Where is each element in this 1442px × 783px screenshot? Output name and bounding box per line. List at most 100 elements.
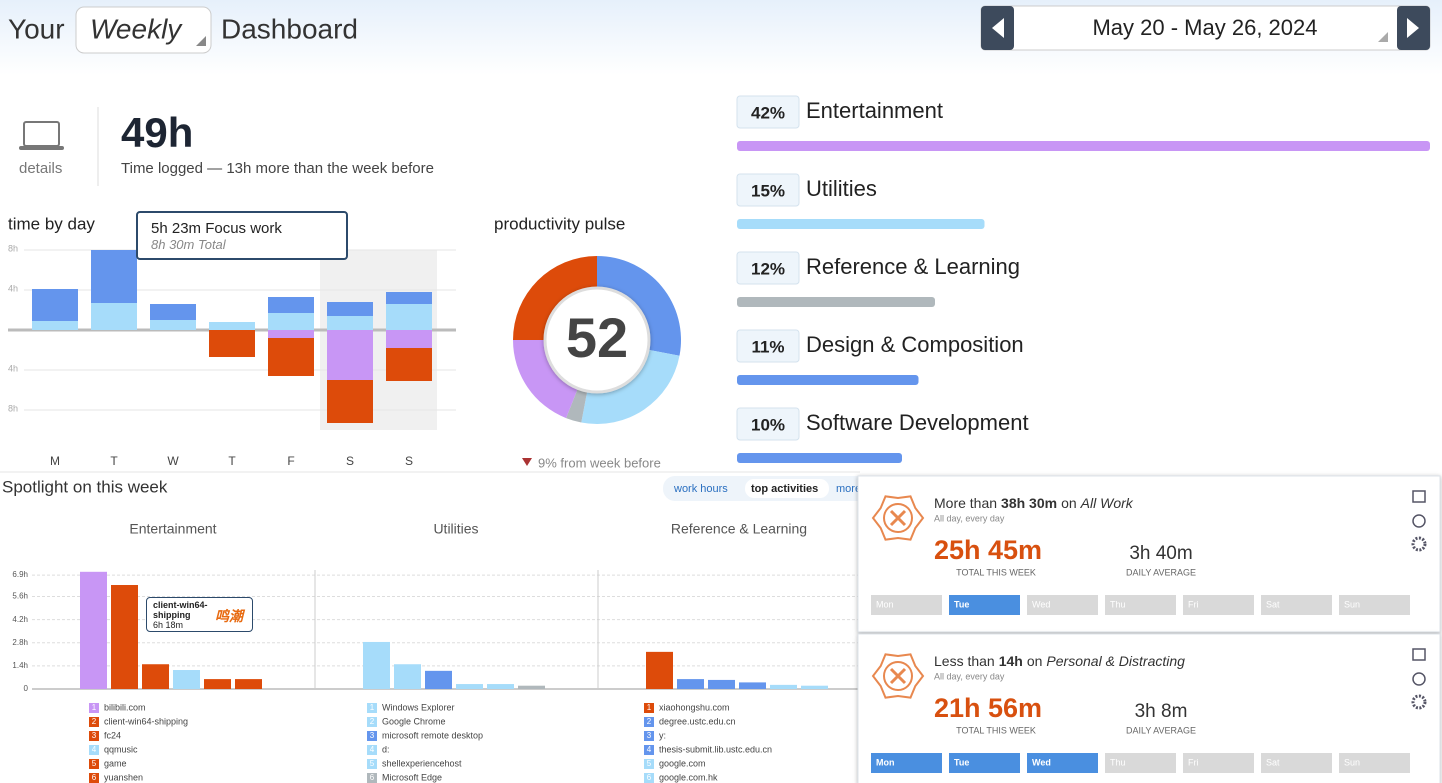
legend-rank: 2 — [92, 717, 97, 726]
laptop-icon[interactable] — [19, 121, 64, 150]
donut-segment — [597, 256, 682, 356]
goal-total: 21h 56m — [934, 693, 1042, 723]
x-tick-label: F — [287, 454, 294, 468]
percent-pill — [736, 329, 800, 363]
activity-bar — [235, 679, 262, 689]
day-label: Fri — [1188, 599, 1199, 609]
legend-rank: 1 — [647, 703, 652, 712]
goal-total: 25h 45m — [934, 535, 1042, 565]
legend-rank: 3 — [92, 731, 97, 740]
percent-label: 10% — [751, 415, 785, 434]
period-select[interactable] — [75, 6, 212, 54]
activity-bar — [487, 684, 514, 689]
x-tick-label: S — [346, 454, 354, 468]
goal-target: All Work — [1080, 495, 1134, 511]
prev-icon — [992, 18, 1004, 38]
goal-badge — [871, 495, 925, 541]
day-box — [871, 595, 942, 615]
legend-label: yuanshen — [104, 772, 143, 782]
x-tick-label: T — [110, 454, 118, 468]
bar-segment — [209, 322, 255, 330]
activity-bar — [646, 651, 673, 689]
day-box — [1339, 753, 1410, 773]
legend-swatch — [89, 773, 99, 783]
chart-icon[interactable] — [1412, 648, 1426, 661]
legend-rank: 6 — [647, 773, 652, 782]
goal-average-label: DAILY AVERAGE — [1126, 725, 1196, 735]
percent-pill — [736, 95, 800, 129]
legend-swatch — [89, 759, 99, 769]
bar-segment — [91, 250, 137, 303]
tab[interactable]: top activities — [751, 483, 818, 495]
legend-rank: 1 — [92, 703, 97, 712]
bar-segment — [386, 348, 432, 381]
y-tick-label: 8h — [8, 243, 18, 253]
y-tick-label: 4h — [8, 363, 18, 373]
settings-icon[interactable] — [1411, 536, 1427, 552]
timer-icon[interactable] — [1412, 672, 1426, 686]
legend-label: google.com.hk — [659, 772, 718, 782]
goal-average: 3h 40m — [1129, 543, 1192, 564]
panel-title: Reference & Learning — [671, 521, 807, 537]
period[interactable]: Weekly — [90, 13, 183, 44]
tab[interactable]: work hours — [673, 483, 728, 495]
score-circle — [543, 286, 651, 394]
percent-pill — [736, 251, 800, 285]
day-box — [1105, 595, 1176, 615]
category-bar — [737, 453, 902, 463]
chart-title: time by day — [8, 214, 95, 233]
goal-average: 3h 8m — [1135, 701, 1188, 722]
y-tick-label: 8h — [8, 403, 18, 413]
percent-label: 12% — [751, 259, 785, 278]
goal-badge-x — [889, 509, 907, 527]
bar-segment — [32, 289, 78, 321]
select-arrow — [196, 36, 206, 46]
timer-icon[interactable] — [1412, 514, 1426, 528]
legend-rank: 4 — [370, 745, 375, 754]
percent-pill — [736, 407, 800, 441]
percent-label: 42% — [751, 103, 785, 122]
legend-swatch — [644, 759, 654, 769]
activity-bar — [425, 670, 452, 689]
legend-swatch — [367, 731, 377, 741]
legend-rank: 2 — [647, 717, 652, 726]
activity-bar — [204, 679, 231, 689]
bar-segment — [386, 292, 432, 304]
legend-swatch — [644, 773, 654, 783]
day-label: Sat — [1266, 757, 1280, 767]
tab[interactable]: more — [836, 483, 861, 495]
spotlight-title: Spotlight on this week — [2, 477, 168, 496]
bar-segment — [327, 316, 373, 330]
day-label: Thu — [1110, 757, 1126, 767]
goal-badge-ring — [883, 661, 913, 691]
percent-label: 11% — [751, 337, 784, 356]
legend-label: microsoft remote desktop — [382, 730, 483, 740]
category-name: Utilities — [806, 176, 877, 201]
category-name: Software Development — [806, 410, 1029, 435]
day-label: Wed — [1032, 599, 1050, 609]
panel-title: Utilities — [433, 521, 478, 537]
goal-joiner: on — [1027, 653, 1043, 669]
category-bar — [737, 141, 1430, 151]
legend-swatch — [367, 745, 377, 755]
settings-icon[interactable] — [1411, 694, 1427, 710]
legend-rank: 5 — [370, 759, 375, 768]
details-link[interactable]: details — [19, 160, 62, 177]
y-tick-label: 2.8h — [12, 638, 28, 647]
legend-swatch — [367, 703, 377, 713]
day-label: Tue — [954, 599, 969, 609]
legend-label: client-win64-shipping — [104, 716, 188, 726]
pulse-change: 9% from week before — [538, 455, 661, 470]
goal-amount: 38h 30m — [1001, 495, 1057, 511]
legend-swatch — [367, 773, 377, 783]
activity-bar — [80, 571, 107, 689]
chart-icon[interactable] — [1412, 490, 1426, 503]
goal-average-label: DAILY AVERAGE — [1126, 567, 1196, 577]
x-tick-label: M — [50, 454, 60, 468]
bar-segment — [386, 330, 432, 348]
tooltip-note: 鸣潮 — [215, 608, 243, 624]
total-time: 49h — [121, 109, 193, 156]
bar-segment — [32, 321, 78, 330]
x-tick-label: W — [167, 454, 179, 468]
